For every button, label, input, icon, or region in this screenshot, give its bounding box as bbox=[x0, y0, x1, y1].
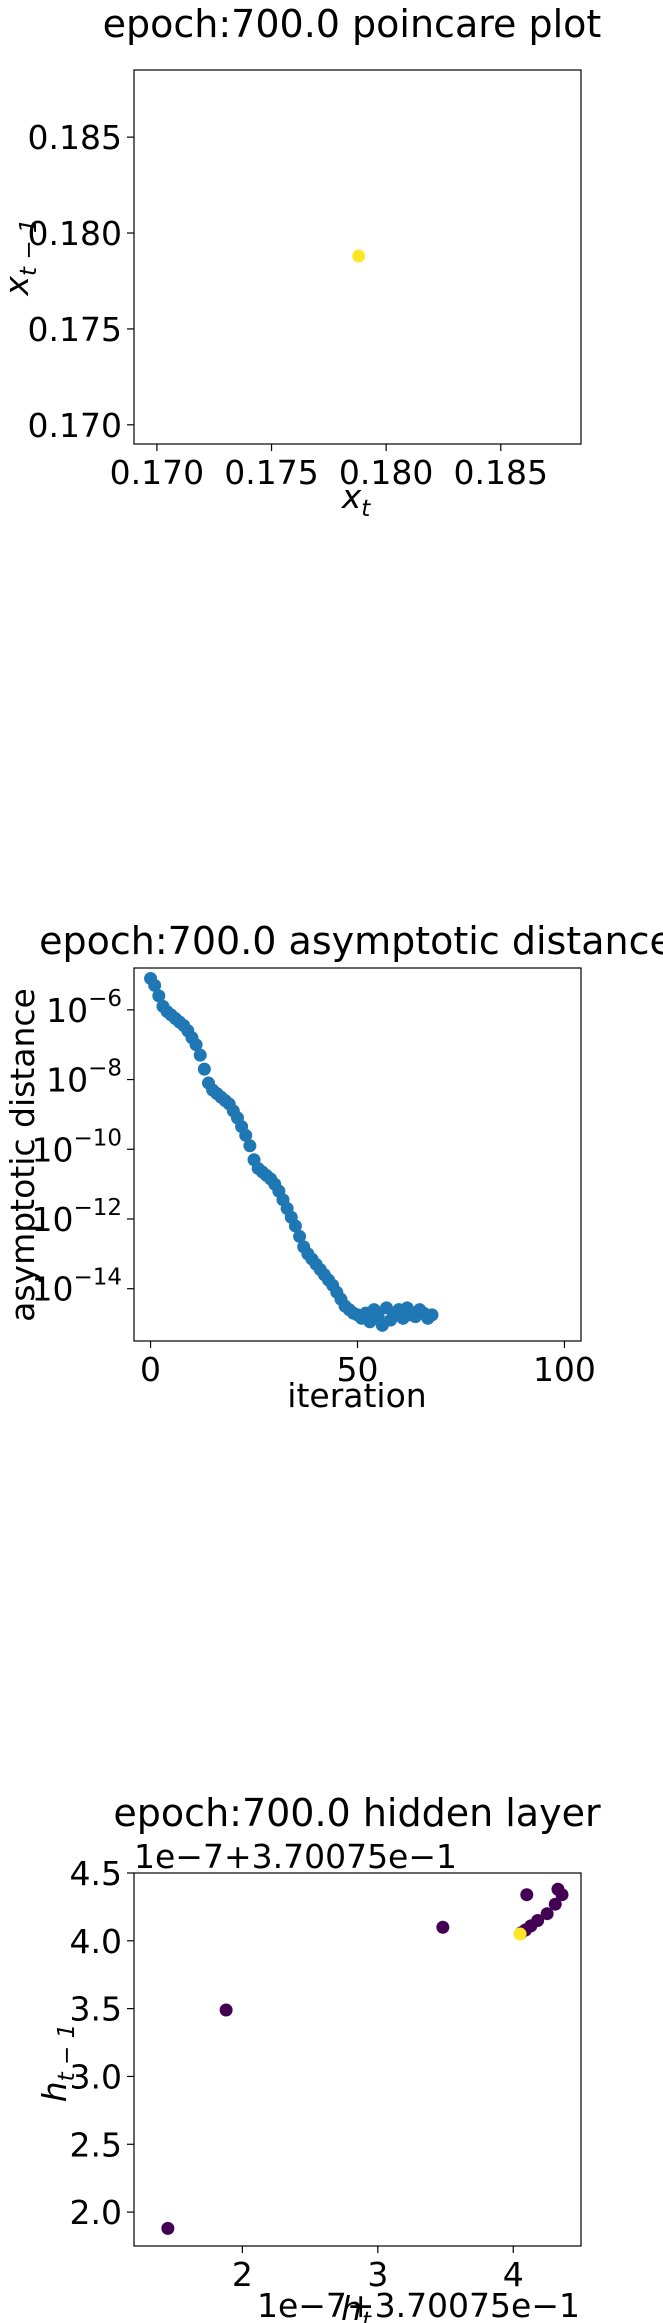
x-tick-label: 0.175 bbox=[224, 453, 318, 492]
data-point bbox=[152, 989, 166, 1003]
y-tick-label: 2.0 bbox=[70, 2193, 122, 2232]
y-offset-text: 1e−7+3.70075e−1 bbox=[134, 1837, 457, 1876]
data-point bbox=[193, 1048, 207, 1062]
x-tick-label: 3 bbox=[367, 2255, 388, 2294]
data-point bbox=[436, 1920, 450, 1934]
x-tick-label: 0 bbox=[140, 1350, 161, 1389]
chart-title: epoch:700.0 poincare plot bbox=[103, 2, 602, 46]
x-tick-label: 100 bbox=[533, 1350, 596, 1389]
y-axis-label-main: x bbox=[0, 276, 36, 297]
x-axis-label-sub: t bbox=[362, 2308, 372, 2323]
data-point bbox=[548, 1897, 562, 1911]
x-axis-label: iteration bbox=[287, 1376, 426, 1415]
chart-title: epoch:700.0 asymptotic distance bbox=[39, 919, 663, 963]
y-axis-label-sub: t − 1 bbox=[54, 2024, 80, 2082]
data-point bbox=[540, 1907, 554, 1921]
data-point bbox=[148, 978, 162, 992]
x-axis: 0.170 0.175 0.180 0.185 bbox=[110, 444, 548, 492]
y-tick-label: 4.5 bbox=[70, 1854, 122, 1893]
plot-frame bbox=[133, 967, 582, 1342]
data-point bbox=[219, 2003, 233, 2017]
y-axis-label: xt − 1 bbox=[0, 218, 42, 296]
data-point bbox=[189, 1038, 203, 1052]
data-point bbox=[425, 1308, 439, 1322]
y-axis: 0.170 0.175 0.180 0.185 bbox=[28, 118, 134, 445]
data-point bbox=[513, 1927, 527, 1941]
y-tick-label: 3.5 bbox=[70, 1990, 122, 2029]
data-point bbox=[161, 2221, 175, 2235]
x-tick-label: 50 bbox=[337, 1350, 379, 1389]
plot-area bbox=[161, 1882, 569, 2235]
asymptotic-distance-chart: epoch:700.0 asymptotic distance 0 50 100 1… bbox=[3, 919, 663, 1415]
data-point bbox=[520, 1888, 534, 1902]
poincare-chart: epoch:700.0 poincare plot 0.170 0.175 0.18… bbox=[0, 2, 602, 522]
y-tick-label: 10−12 bbox=[31, 1195, 122, 1239]
y-tick-label: 10−6 bbox=[46, 986, 122, 1030]
x-axis: 2 3 4 bbox=[232, 2246, 524, 2294]
y-tick-label: 0.180 bbox=[28, 214, 122, 253]
x-offset-text: 1e−7+3.70075e−1 bbox=[257, 2286, 580, 2323]
x-axis-label-main: h bbox=[341, 2289, 362, 2323]
plot-frame bbox=[133, 69, 582, 445]
x-axis-label-sub: t bbox=[361, 496, 371, 522]
x-tick-label: 0.180 bbox=[339, 453, 433, 492]
plot-area bbox=[352, 249, 366, 263]
x-tick-label: 0.185 bbox=[454, 453, 548, 492]
x-axis-label: ht bbox=[341, 2289, 372, 2323]
y-tick-label: 10−10 bbox=[31, 1125, 122, 1169]
y-axis-label: asymptotic distance bbox=[3, 988, 42, 1322]
data-point bbox=[293, 1229, 307, 1243]
y-tick-label: 3.0 bbox=[70, 2057, 122, 2096]
data-point bbox=[555, 1888, 569, 1902]
x-axis-label-main: x bbox=[341, 477, 362, 516]
y-tick-label: 0.170 bbox=[28, 406, 122, 445]
x-tick-label: 4 bbox=[503, 2255, 524, 2294]
y-axis: 2.0 2.5 3.0 3.5 4.0 4.5 bbox=[70, 1854, 134, 2232]
plot-area bbox=[144, 971, 439, 1332]
x-axis: 0 50 100 bbox=[140, 1341, 596, 1389]
y-tick-label: 4.0 bbox=[70, 1922, 122, 1961]
y-axis-label-main: h bbox=[35, 2081, 74, 2102]
chart-title: epoch:700.0 hidden layer bbox=[113, 1791, 601, 1835]
y-tick-label: 2.5 bbox=[70, 2125, 122, 2164]
data-point bbox=[239, 1128, 253, 1142]
x-axis-label: xt bbox=[341, 477, 372, 522]
y-axis-label: ht − 1 bbox=[35, 2024, 80, 2102]
y-tick-label: 0.175 bbox=[28, 310, 122, 349]
data-point bbox=[243, 1139, 257, 1153]
plot-frame bbox=[133, 1872, 582, 2247]
y-axis-label-sub: t − 1 bbox=[16, 218, 42, 276]
y-axis: 10−6 10−8 10−10 10−12 10−14 bbox=[31, 986, 134, 1309]
hidden-layer-chart: epoch:700.0 hidden layer 1e−7+3.70075e−1… bbox=[35, 1791, 601, 2323]
data-point bbox=[197, 1062, 211, 1076]
y-tick-label: 10−8 bbox=[46, 1056, 122, 1100]
x-tick-label: 0.170 bbox=[110, 453, 204, 492]
data-point bbox=[288, 1219, 302, 1233]
data-point bbox=[352, 249, 366, 263]
x-tick-label: 2 bbox=[232, 2255, 253, 2294]
y-tick-label: 0.185 bbox=[28, 118, 122, 157]
y-tick-label: 10−14 bbox=[31, 1265, 122, 1309]
